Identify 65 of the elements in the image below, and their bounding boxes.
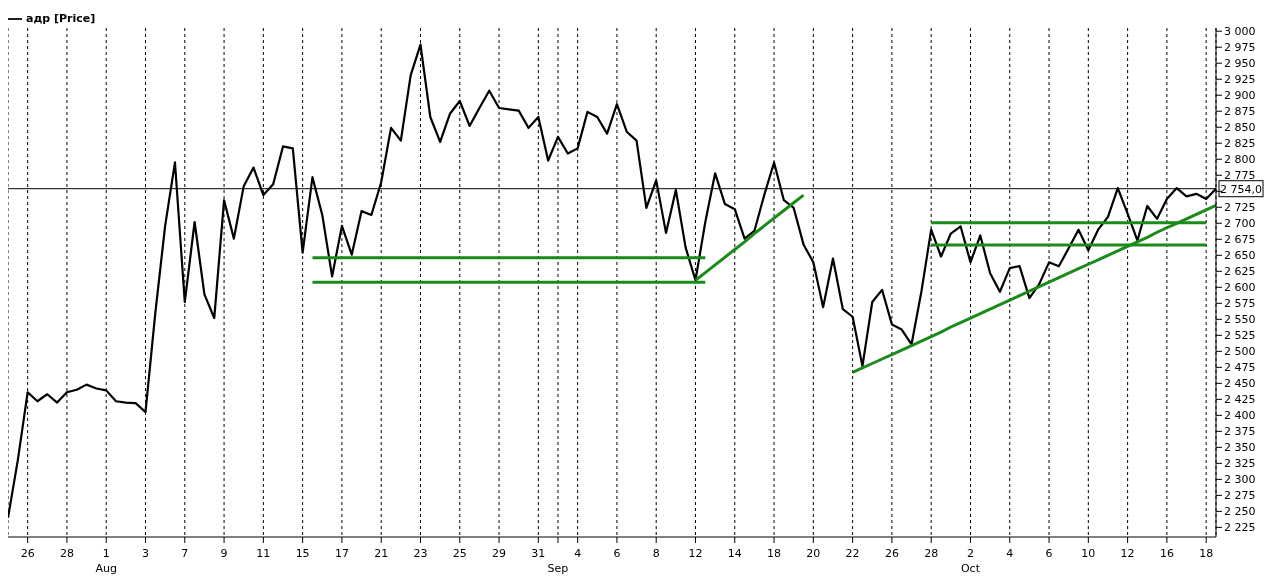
y-tick-label: 2 700 <box>1224 217 1256 231</box>
y-tick-label: 2 775 <box>1224 169 1256 183</box>
y-tick-label: 2 500 <box>1224 345 1256 359</box>
y-tick-label: 2 250 <box>1224 505 1256 519</box>
x-tick-label: 8 <box>652 547 660 560</box>
y-tick-label: 2 425 <box>1224 393 1256 407</box>
y-tick-label: 2 450 <box>1224 377 1256 391</box>
x-tick-label: 12 <box>688 547 703 560</box>
x-tick-label: 1 Aug <box>95 547 117 575</box>
x-tick-label: 28 <box>924 547 939 560</box>
y-tick-label: 2 550 <box>1224 313 1256 327</box>
y-tick-label: 2 725 <box>1224 201 1256 215</box>
y-tick-label: 2 975 <box>1224 41 1256 55</box>
x-tick-label: 6 <box>1045 547 1053 560</box>
x-tick-label: Sep <box>547 562 569 575</box>
x-tick-label: 28 <box>59 547 74 560</box>
y-tick-label: 2 875 <box>1224 105 1256 119</box>
x-tick-label: 20 <box>806 547 821 560</box>
x-tick-label: 15 <box>295 547 310 560</box>
x-tick-label: 18 <box>767 547 782 560</box>
x-tick-label: 10 <box>1081 547 1096 560</box>
y-tick-label: 2 350 <box>1224 441 1256 455</box>
x-tick-label: 17 <box>334 547 349 560</box>
y-tick-label: 3 000 <box>1224 25 1256 39</box>
y-tick-label: 2 900 <box>1224 89 1256 103</box>
x-tick-label: 6 <box>613 547 621 560</box>
y-tick-label: 2 325 <box>1224 457 1256 471</box>
y-tick-label: 2 825 <box>1224 137 1256 151</box>
y-tick-label: 2 675 <box>1224 233 1256 247</box>
y-tick-label: 2 300 <box>1224 473 1256 487</box>
x-tick-label: 3 <box>142 547 149 560</box>
y-tick-label: 2 275 <box>1224 489 1256 503</box>
ref-line-label: 2 754,0 <box>1220 182 1262 196</box>
legend-label: адр [Price] <box>26 12 96 25</box>
y-tick-label: 2 600 <box>1224 281 1256 295</box>
y-tick-label: 2 375 <box>1224 425 1256 439</box>
x-tick-label: 12 <box>1120 547 1135 560</box>
x-tick-label: 31 <box>531 547 546 560</box>
x-tick-label: 4 <box>1006 547 1014 560</box>
y-tick-label: 2 475 <box>1224 361 1256 375</box>
x-tick-label: 4 <box>574 547 582 560</box>
x-tick-label: 11 <box>256 547 271 560</box>
x-tick-label: 22 <box>845 547 860 560</box>
y-tick-label: 2 650 <box>1224 249 1256 263</box>
x-tick-label: 26 <box>20 547 35 560</box>
x-tick-label: 29 <box>492 547 507 560</box>
y-tick-label: 2 225 <box>1224 521 1256 535</box>
y-tick-label: 2 925 <box>1224 73 1256 87</box>
x-tick-label: 16 <box>1159 547 1174 560</box>
y-tick-label: 2 575 <box>1224 297 1256 311</box>
x-tick-label: 25 <box>452 547 467 560</box>
x-tick-label: 2 Oct <box>960 547 981 575</box>
y-tick-label: 2 400 <box>1224 409 1256 423</box>
y-tick-label: 2 525 <box>1224 329 1256 343</box>
y-tick-label: 2 800 <box>1224 153 1256 167</box>
x-tick-label: 21 <box>374 547 389 560</box>
y-tick-label: 2 625 <box>1224 265 1256 279</box>
y-tick-label: 2 850 <box>1224 121 1256 135</box>
x-tick-label: 14 <box>727 547 742 560</box>
x-tick-label: 26 <box>884 547 899 560</box>
x-tick-label: 9 <box>220 547 228 560</box>
x-tick-label: 7 <box>181 547 189 560</box>
x-tick-label: 23 <box>413 547 428 560</box>
x-tick-label: 18 <box>1199 547 1214 560</box>
y-tick-label: 2 950 <box>1224 57 1256 71</box>
